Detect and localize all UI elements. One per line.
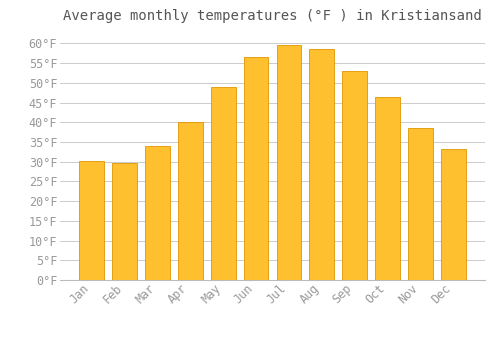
Bar: [310, 49, 334, 280]
Title: Average monthly temperatures (°F ) in Kristiansand: Average monthly temperatures (°F ) in Kr…: [63, 9, 482, 23]
Bar: [145, 146, 170, 280]
Bar: [178, 122, 203, 280]
Bar: [342, 71, 367, 280]
Bar: [408, 128, 433, 280]
Bar: [276, 45, 301, 280]
Bar: [441, 149, 466, 280]
Bar: [376, 97, 400, 280]
Bar: [244, 57, 268, 280]
Bar: [80, 161, 104, 280]
Bar: [211, 87, 236, 280]
Bar: [112, 163, 137, 280]
